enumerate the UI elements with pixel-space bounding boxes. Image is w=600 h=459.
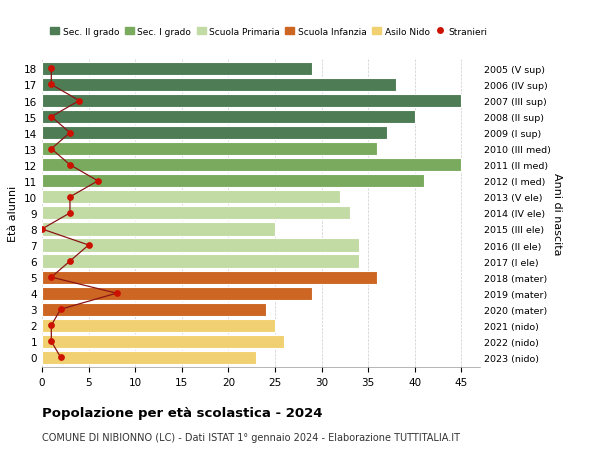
Bar (42, 287, 312, 300)
Point (74, 98, 84, 105)
Bar (42, 191, 340, 204)
Bar (42, 127, 387, 140)
Point (47, 338, 56, 345)
Bar (42, 111, 415, 124)
Y-axis label: Età alunni: Età alunni (8, 185, 19, 241)
Point (84, 242, 94, 249)
Legend: Sec. II grado, Sec. I grado, Scuola Primaria, Scuola Infanzia, Asilo Nido, Stran: Sec. II grado, Sec. I grado, Scuola Prim… (47, 24, 491, 40)
Bar (42, 63, 312, 76)
Bar (42, 95, 461, 108)
Bar (42, 175, 424, 188)
Text: Popolazione per età scolastica - 2024: Popolazione per età scolastica - 2024 (42, 406, 323, 419)
Point (65, 162, 75, 169)
Point (47, 322, 56, 329)
Point (47, 66, 56, 73)
Point (47, 146, 56, 153)
Point (37, 226, 47, 233)
Bar (42, 271, 377, 284)
Point (65, 130, 75, 137)
Text: COMUNE DI NIBIONNO (LC) - Dati ISTAT 1° gennaio 2024 - Elaborazione TUTTITALIA.I: COMUNE DI NIBIONNO (LC) - Dati ISTAT 1° … (42, 432, 460, 442)
Bar (42, 319, 275, 332)
Bar (42, 335, 284, 348)
Point (56, 306, 65, 313)
Point (47, 274, 56, 281)
Point (65, 210, 75, 217)
Point (47, 114, 56, 121)
Point (56, 354, 65, 361)
Bar (42, 255, 359, 268)
Bar (42, 159, 461, 172)
Bar (42, 143, 377, 156)
Point (65, 194, 75, 201)
Bar (42, 207, 350, 220)
Point (47, 82, 56, 89)
Y-axis label: Anni di nascita: Anni di nascita (552, 172, 562, 255)
Bar (42, 79, 396, 92)
Point (112, 290, 121, 297)
Bar (42, 303, 266, 316)
Bar (42, 351, 256, 364)
Point (65, 258, 75, 265)
Bar (42, 239, 359, 252)
Point (93, 178, 103, 185)
Bar (42, 223, 275, 236)
